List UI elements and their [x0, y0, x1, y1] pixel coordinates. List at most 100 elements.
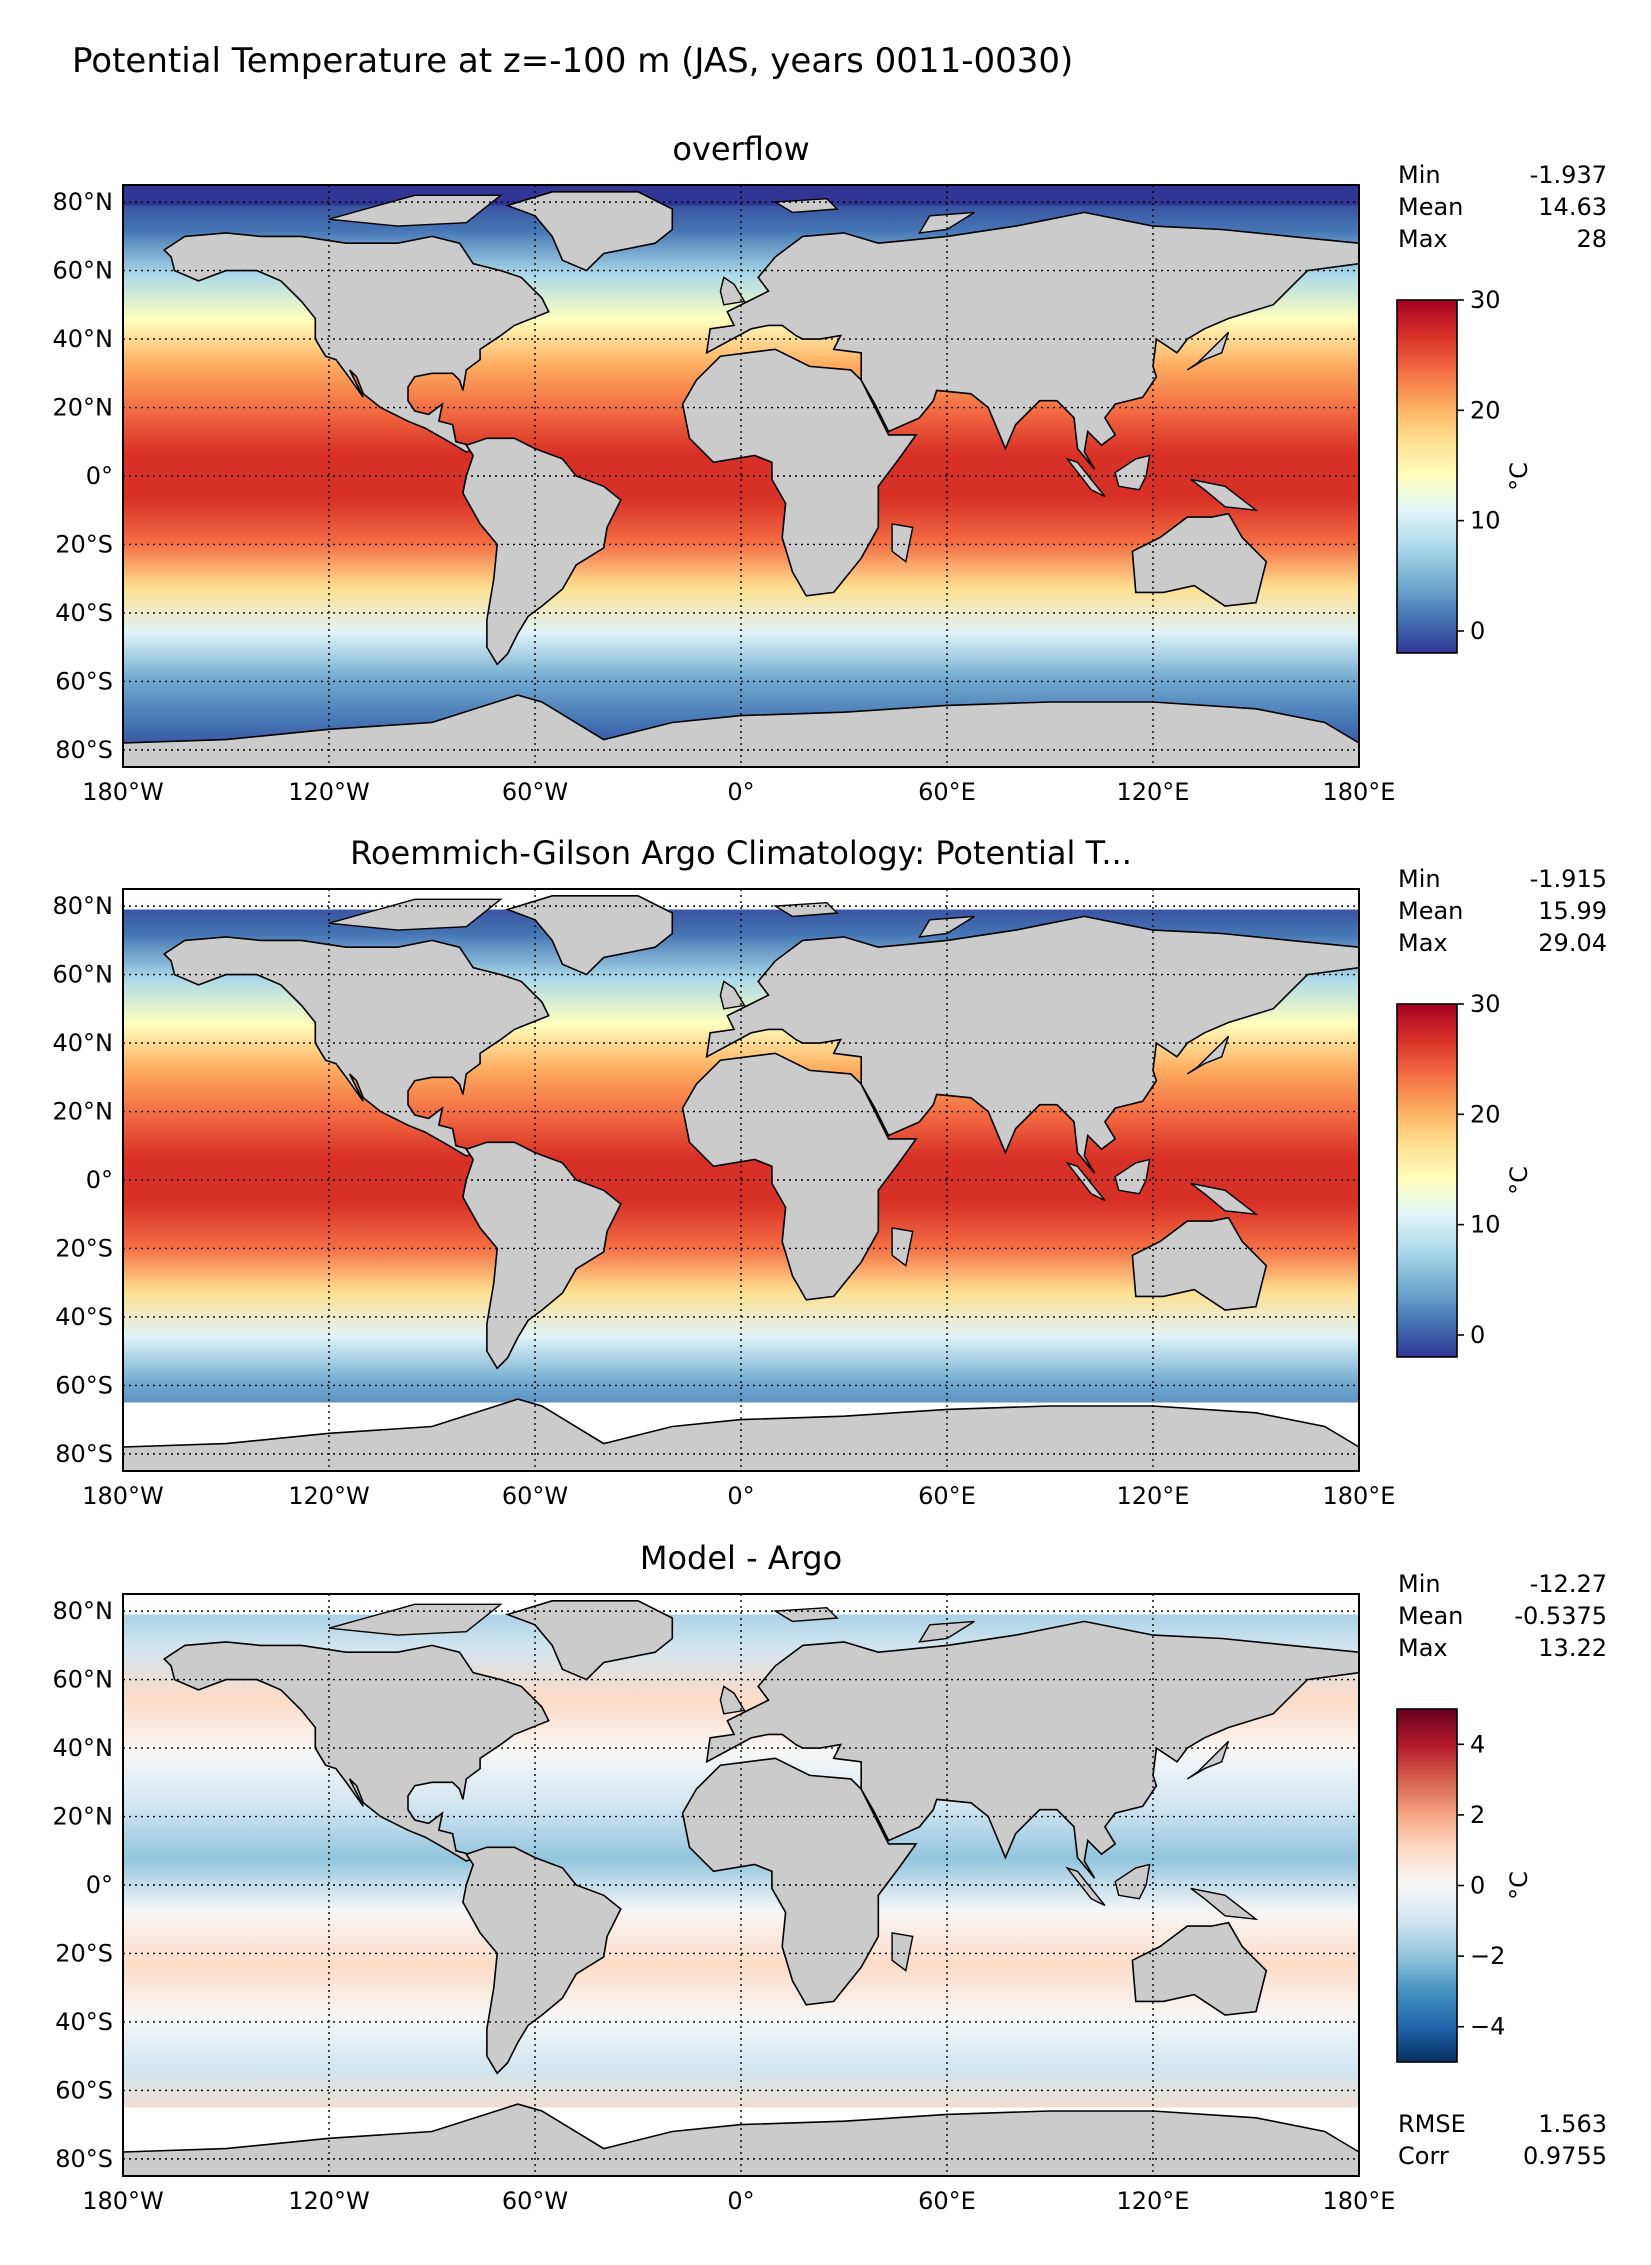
- land-eurasia: [705, 915, 1359, 1174]
- map-frame: [122, 1593, 1360, 2177]
- lat-tick-label: 80°N: [53, 892, 114, 920]
- stats-block: Min -12.27 Mean -0.5375 Max 13.22: [1398, 1570, 1607, 1662]
- land-new-guinea: [1190, 478, 1259, 512]
- land-greenland: [505, 894, 674, 976]
- colorbar-tick-label: 2: [1470, 1801, 1485, 1829]
- lon-tick-label: 120°E: [1117, 778, 1190, 806]
- stat-value: -1.937: [1530, 161, 1607, 189]
- land-new-guinea: [1190, 1182, 1259, 1216]
- panel-title: Model - Argo: [640, 1539, 842, 1577]
- land-sumatra: [1065, 1161, 1106, 1202]
- figure-title: Potential Temperature at z=-100 m (JAS, …: [72, 41, 1073, 81]
- lon-tick-label: 60°W: [502, 778, 568, 806]
- stat-label: Max: [1398, 225, 1448, 253]
- stat-value: -0.5375: [1514, 1602, 1607, 1630]
- stat-label: Corr: [1398, 2142, 1449, 2170]
- lat-tick-label: 60°N: [53, 257, 114, 285]
- land-japan: [1186, 1035, 1230, 1075]
- land-japan: [1186, 331, 1230, 371]
- lat-tick-label: 40°S: [55, 2008, 113, 2036]
- stats-block: Min -1.937 Mean 14.63 Max 28: [1398, 161, 1607, 253]
- panel-1: overflow 180°W 120°W 60°W 0° 60°E 120°E 180°E 80…: [53, 130, 1608, 806]
- land-australia: [1131, 512, 1268, 607]
- land-arctic-islands: [328, 194, 503, 227]
- stat-label: Max: [1398, 1634, 1448, 1662]
- stat-value: 29.04: [1538, 929, 1607, 957]
- land-uk: [719, 980, 746, 1010]
- lat-tick-label: 60°S: [55, 2076, 113, 2104]
- lat-tick-label: 80°N: [53, 188, 114, 216]
- land-uk: [719, 1685, 746, 1715]
- colorbar: 4 2 0 −2 −4 °C: [1396, 1708, 1533, 2063]
- lon-tick-label: 60°E: [918, 2187, 976, 2215]
- lat-tick-label: 80°S: [55, 2145, 113, 2173]
- colorbar-tick-label: −2: [1470, 1942, 1505, 1970]
- lat-tick-label: 20°S: [55, 530, 113, 558]
- colorbar-scale: [1396, 1003, 1458, 1358]
- lon-tick-label: 0°: [727, 778, 754, 806]
- map-area: [123, 185, 1359, 767]
- land-new-guinea: [1190, 1887, 1259, 1921]
- lon-tick-label: 180°E: [1323, 2187, 1396, 2215]
- lon-tick-label: 120°E: [1117, 2187, 1190, 2215]
- stat-label: Mean: [1398, 897, 1463, 925]
- lon-tick-label: 60°E: [918, 1482, 976, 1510]
- stats-block: Min -1.915 Mean 15.99 Max 29.04: [1398, 865, 1607, 957]
- stat-value: 14.63: [1538, 193, 1607, 221]
- colorbar-tick-label: 20: [1470, 1100, 1501, 1128]
- lat-tick-label: 60°S: [55, 667, 113, 695]
- map-frame: [122, 184, 1360, 768]
- map-area: [123, 1594, 1359, 2176]
- land-sumatra: [1065, 1866, 1106, 1907]
- lon-tick-label: 180°E: [1323, 1482, 1396, 1510]
- land-madagascar: [891, 1932, 914, 1972]
- lon-tick-label: 120°W: [288, 2187, 370, 2215]
- land-australia: [1131, 1921, 1268, 2016]
- stat-label: Mean: [1398, 193, 1463, 221]
- gridlines: [123, 889, 1359, 1471]
- panel-title: overflow: [672, 130, 809, 168]
- colorbar-tick-label: 30: [1470, 286, 1501, 314]
- land-africa: [681, 1757, 918, 2006]
- lat-tick-label: 0°: [86, 462, 113, 490]
- land-arctic-islands: [328, 1603, 503, 1636]
- land-madagascar: [891, 523, 914, 563]
- stat-label: Min: [1398, 161, 1441, 189]
- error-stats: RMSE 1.563 Corr 0.9755: [1398, 2110, 1607, 2170]
- colorbar-tick-label: 20: [1470, 396, 1501, 424]
- stat-label: Max: [1398, 929, 1448, 957]
- stat-value: 1.563: [1538, 2110, 1607, 2138]
- colorbar: 0 10 20 30 °C: [1396, 286, 1533, 654]
- lon-tick-label: 60°W: [502, 2187, 568, 2215]
- gridlines: [123, 1594, 1359, 2176]
- lon-tick-label: 180°E: [1323, 778, 1396, 806]
- lon-tick-label: 120°E: [1117, 1482, 1190, 1510]
- colorbar-tick-label: 30: [1470, 990, 1501, 1018]
- land-madagascar: [891, 1227, 914, 1267]
- stat-value: 15.99: [1538, 897, 1607, 925]
- lat-tick-label: 40°S: [55, 599, 113, 627]
- map-frame: [122, 888, 1360, 1472]
- land-borneo: [1114, 1863, 1151, 1900]
- land-eurasia: [705, 1620, 1359, 1879]
- lat-tick-label: 60°N: [53, 1666, 114, 1694]
- colorbar-tick-label: 0: [1470, 617, 1485, 645]
- land-north-america: [162, 1641, 550, 1862]
- stat-value: 13.22: [1538, 1634, 1607, 1662]
- lat-tick-label: 40°N: [53, 325, 114, 353]
- land-africa: [681, 348, 918, 597]
- lon-tick-label: 0°: [727, 2187, 754, 2215]
- stat-value: -12.27: [1530, 1570, 1607, 1598]
- lat-tick-label: 80°S: [55, 1440, 113, 1468]
- colorbar-tick-label: 10: [1470, 507, 1501, 535]
- lat-tick-label: 40°N: [53, 1029, 114, 1057]
- panel-title: Roemmich-Gilson Argo Climatology: Potent…: [350, 834, 1132, 872]
- lat-tick-label: 20°N: [53, 1803, 114, 1831]
- land-north-america: [162, 232, 550, 453]
- lat-tick-label: 40°S: [55, 1303, 113, 1331]
- lat-tick-label: 0°: [86, 1871, 113, 1899]
- land-sumatra: [1065, 457, 1106, 498]
- land-north-america: [162, 936, 550, 1157]
- gridlines: [123, 185, 1359, 767]
